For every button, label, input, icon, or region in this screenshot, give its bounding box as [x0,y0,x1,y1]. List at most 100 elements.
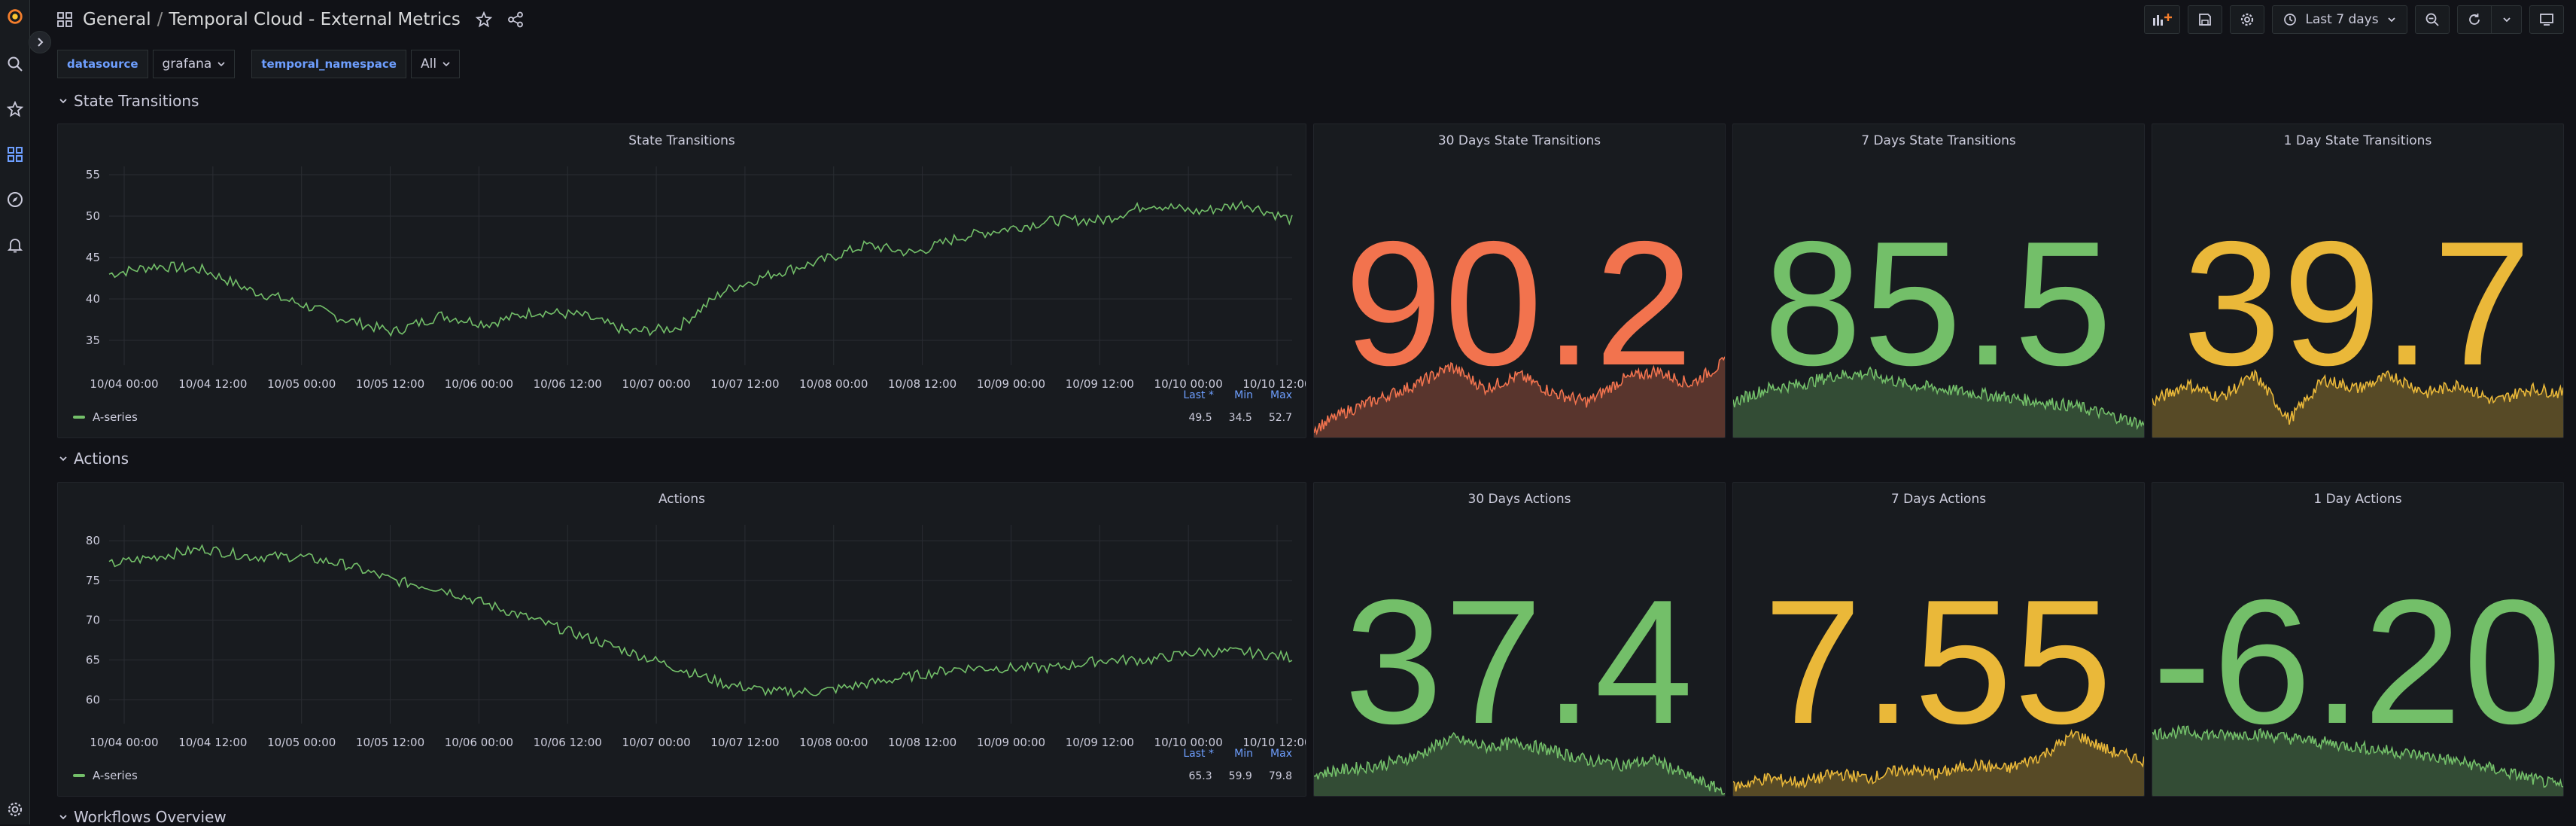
panel-title: 30 Days Actions [1467,492,1571,507]
chevron-right-icon [38,38,44,47]
y-tick-label: 75 [86,574,100,587]
stat-value: -6.20 [2152,562,2563,760]
stat-panel-1-day-state-transitions[interactable]: 1 Day State Transitions 39.7 [2152,123,2564,438]
settings-gear-icon[interactable] [6,800,24,818]
legend-header-min[interactable]: Min [1234,389,1253,401]
sparkline [1733,366,2144,437]
y-tick-label: 70 [86,614,100,627]
legend-value-last: 65.3 [1188,770,1212,782]
x-tick-label: 10/04 00:00 [90,736,158,749]
actions-graph-panel[interactable]: Actions 60 65 70 75 80 10/04 00:00 10/04 12:00… [57,482,1306,797]
dashboards-grid-icon[interactable] [57,12,72,27]
stat-panel-7-days-state-transitions[interactable]: 7 Days State Transitions 85.5 [1732,123,2145,438]
sparkline-area [1733,367,2144,437]
legend-value-last: 49.5 [1188,412,1212,424]
stat-panel-1-day-actions[interactable]: 1 Day Actions -6.20 [2152,482,2564,797]
y-tick-label: 35 [86,334,100,347]
legend-header-max[interactable]: Max [1270,748,1292,760]
stat-value: 7.55 [1763,562,2114,760]
save-icon [2199,14,2211,26]
legend-value-min: 34.5 [1228,412,1252,424]
save-dashboard-button[interactable] [2188,5,2222,34]
variable-label-namespace: temporal_namespace [251,50,406,78]
row-title: State Transitions [74,92,199,110]
x-tick-label: 10/10 00:00 [1154,377,1223,391]
state-transitions-graph-panel[interactable]: State Transitions 35 40 45 50 55 10/04 00:00 1… [57,123,1306,438]
chevron-down-icon [59,815,67,820]
timeseries-chart: 35 40 45 50 55 10/04 00:00 10/04 12:00 10/05 00… [86,166,1306,391]
row-header-actions[interactable]: Actions [59,450,129,468]
row-header-workflows-overview[interactable]: Workflows Overview [59,808,227,826]
panel-title: Actions [658,492,706,507]
breadcrumb: General / Temporal Cloud - External Metr… [83,10,461,29]
dashboards-icon[interactable] [6,145,24,163]
x-tick-label: 10/05 00:00 [267,736,336,749]
legend-series-name: A-series [93,769,138,782]
x-tick-label: 10/08 12:00 [888,377,956,391]
stat-panel-30-days-state-transitions[interactable]: 30 Days State Transitions 90.2 [1313,123,1726,438]
panel-title: 30 Days State Transitions [1437,133,1601,148]
y-tick-label: 80 [86,534,100,547]
y-tick-label: 60 [86,693,100,706]
panel-title: 1 Day State Transitions [2283,133,2432,148]
legend-value-max: 52.7 [1268,412,1292,424]
top-bar: General / Temporal Cloud - External Metr… [30,0,2576,39]
star-icon[interactable] [475,11,492,28]
chevron-down-icon [443,62,450,67]
view-mode-button[interactable] [2529,5,2564,34]
grafana-logo-icon[interactable] [6,8,24,26]
x-tick-label: 10/06 00:00 [445,736,513,749]
alerting-bell-icon[interactable] [6,236,24,254]
legend-header-last[interactable]: Last * [1183,389,1214,401]
x-tick-label: 10/10 00:00 [1154,736,1223,749]
search-icon[interactable] [6,55,24,73]
x-tick-label: 10/08 00:00 [799,736,868,749]
sparkline [2152,724,2563,796]
stat-panel-30-days-actions[interactable]: 30 Days Actions 37.4 [1313,482,1726,797]
zoom-out-button[interactable] [2415,5,2450,34]
series-color-swatch [73,416,85,419]
dashboard-title[interactable]: Temporal Cloud - External Metrics [169,10,461,29]
x-tick-label: 10/09 00:00 [977,377,1045,391]
legend-header-min[interactable]: Min [1234,748,1253,760]
starred-icon[interactable] [6,100,24,118]
monitor-icon [2540,14,2553,26]
x-tick-label: 10/04 12:00 [178,736,247,749]
refresh-interval-dropdown[interactable] [2492,5,2522,34]
legend-header-last[interactable]: Last * [1183,748,1214,760]
variables-bar: datasource grafana temporal_namespace Al… [57,48,461,80]
refresh-button[interactable] [2457,5,2492,34]
y-tick-label: 50 [86,209,100,223]
variable-select-datasource[interactable]: grafana [152,50,236,78]
row-header-state-transitions[interactable]: State Transitions [59,92,199,110]
legend-item[interactable]: A-series [73,769,138,782]
share-icon[interactable] [507,11,524,28]
stat-value: 39.7 [2182,204,2533,402]
stat-panel-7-days-actions[interactable]: 7 Days Actions 7.55 [1732,482,2145,797]
expand-sidebar-button[interactable] [29,31,51,53]
x-tick-label: 10/06 12:00 [534,736,602,749]
sparkline-line [1733,366,2144,431]
x-tick-label: 10/05 00:00 [267,377,336,391]
chevron-down-icon [2502,17,2511,23]
series-color-swatch [73,774,85,777]
add-panel-button[interactable] [2144,5,2180,34]
timeseries-chart: 60 65 70 75 80 10/04 00:00 10/04 12:00 10/05 00… [86,525,1306,749]
legend-header-max[interactable]: Max [1270,389,1292,401]
breadcrumb-folder[interactable]: General [83,10,151,29]
chevron-down-icon [2388,17,2395,23]
legend-stats: Last * Min Max 49.5 34.5 52.7 [1183,389,1292,424]
row-title: Workflows Overview [74,808,227,826]
explore-icon[interactable] [6,190,24,209]
dashboard-settings-button[interactable] [2230,5,2264,34]
variable-select-namespace[interactable]: All [410,50,461,78]
legend-item[interactable]: A-series [73,410,138,424]
time-range-picker[interactable]: Last 7 days [2272,5,2407,34]
panel-title: State Transitions [628,133,735,148]
x-tick-label: 10/04 12:00 [178,377,247,391]
variable-value-datasource: grafana [162,56,212,72]
x-tick-label: 10/08 00:00 [799,377,868,391]
sparkline-line [1314,732,1725,795]
x-tick-label: 10/05 12:00 [356,736,424,749]
sparkline [1733,728,2144,796]
